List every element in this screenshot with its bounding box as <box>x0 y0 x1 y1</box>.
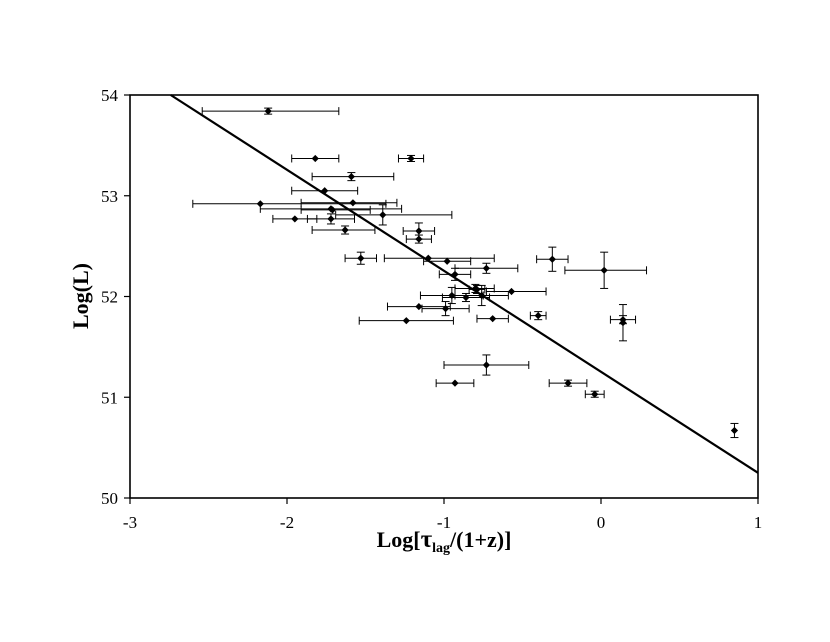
data-point <box>730 422 739 439</box>
point-marker <box>341 226 349 234</box>
data-point <box>618 304 627 342</box>
data-point <box>397 154 425 163</box>
point-marker <box>473 285 481 294</box>
x-axis-title-sub: lag <box>432 541 450 556</box>
data-point <box>421 301 470 317</box>
data-point <box>468 284 486 294</box>
point-marker <box>264 107 272 115</box>
point-marker <box>424 254 432 262</box>
data-point <box>192 199 387 208</box>
data-point <box>300 205 371 214</box>
point-marker <box>507 287 516 296</box>
point-marker <box>415 302 423 311</box>
point-marker <box>402 317 410 325</box>
point-marker <box>349 199 357 207</box>
data-point <box>584 390 605 399</box>
x-axis-title: Log[τlag/(1+z)] <box>377 526 512 556</box>
point-marker <box>415 235 423 243</box>
fit-line <box>170 94 759 474</box>
data-point <box>529 311 547 321</box>
data-point <box>291 186 359 195</box>
x-axis-title-main: Log[ <box>377 527 421 552</box>
data-point <box>443 354 530 376</box>
data-point <box>548 379 588 388</box>
plot-frame <box>129 94 759 499</box>
data-point <box>423 257 472 266</box>
point-marker <box>291 215 299 223</box>
data-point <box>454 284 509 307</box>
point-marker <box>482 264 490 272</box>
data-point <box>435 379 475 388</box>
point-marker <box>462 293 470 302</box>
point-marker <box>564 379 572 387</box>
x-tick-label: -3 <box>123 513 137 532</box>
y-axis-title: Log(L) <box>68 263 93 329</box>
data-point <box>272 214 318 223</box>
data-point <box>485 287 547 296</box>
axis-tick-labels: -3 -2 -1 0 1 50 51 52 53 54 <box>101 86 762 532</box>
data-point <box>476 314 509 323</box>
data-point <box>291 154 340 163</box>
fit-line-group <box>170 94 759 474</box>
y-tick-label: 54 <box>101 86 119 105</box>
x-tick-label: 1 <box>754 513 763 532</box>
point-marker <box>328 206 337 214</box>
y-tick-label: 51 <box>101 388 118 407</box>
x-tick-label: -1 <box>437 513 451 532</box>
point-marker <box>407 154 415 163</box>
data-point <box>311 225 376 235</box>
data-point <box>536 246 569 272</box>
point-marker <box>256 200 264 208</box>
data-point <box>405 234 432 244</box>
data-point <box>358 316 454 325</box>
point-marker <box>600 266 608 274</box>
data-point <box>386 302 451 311</box>
point-marker <box>379 211 387 219</box>
point-marker <box>347 173 355 181</box>
point-marker <box>448 291 456 300</box>
data-point <box>383 254 495 263</box>
x-axis-title-greek: τ <box>421 526 433 553</box>
point-marker <box>548 255 556 263</box>
point-marker <box>482 361 490 369</box>
data-point <box>300 198 398 207</box>
y-tick-label: 52 <box>101 288 118 307</box>
data-points <box>192 107 739 439</box>
y-tick-label: 50 <box>101 489 118 508</box>
point-marker <box>357 254 365 262</box>
point-marker <box>591 390 599 398</box>
point-marker <box>534 312 542 320</box>
y-tick-label: 53 <box>101 187 118 206</box>
x-axis-title-rest: /(1+z)] <box>449 527 511 552</box>
axis-ticks <box>124 94 759 504</box>
data-point <box>454 262 519 274</box>
point-marker <box>730 426 739 435</box>
point-marker <box>311 154 319 163</box>
data-point <box>564 251 648 289</box>
point-marker <box>441 304 450 313</box>
point-marker <box>443 257 451 265</box>
data-point <box>311 172 395 182</box>
data-point <box>335 204 453 226</box>
point-marker <box>415 227 423 235</box>
point-marker <box>327 215 335 223</box>
point-marker <box>451 270 459 278</box>
point-marker <box>478 291 486 300</box>
point-marker <box>451 379 459 387</box>
data-point <box>201 107 340 116</box>
x-tick-label: 0 <box>597 513 606 532</box>
point-marker <box>321 187 329 195</box>
x-tick-label: -2 <box>280 513 294 532</box>
point-marker <box>619 319 627 327</box>
data-point <box>344 251 377 265</box>
point-marker <box>489 315 497 323</box>
data-point <box>438 267 472 281</box>
